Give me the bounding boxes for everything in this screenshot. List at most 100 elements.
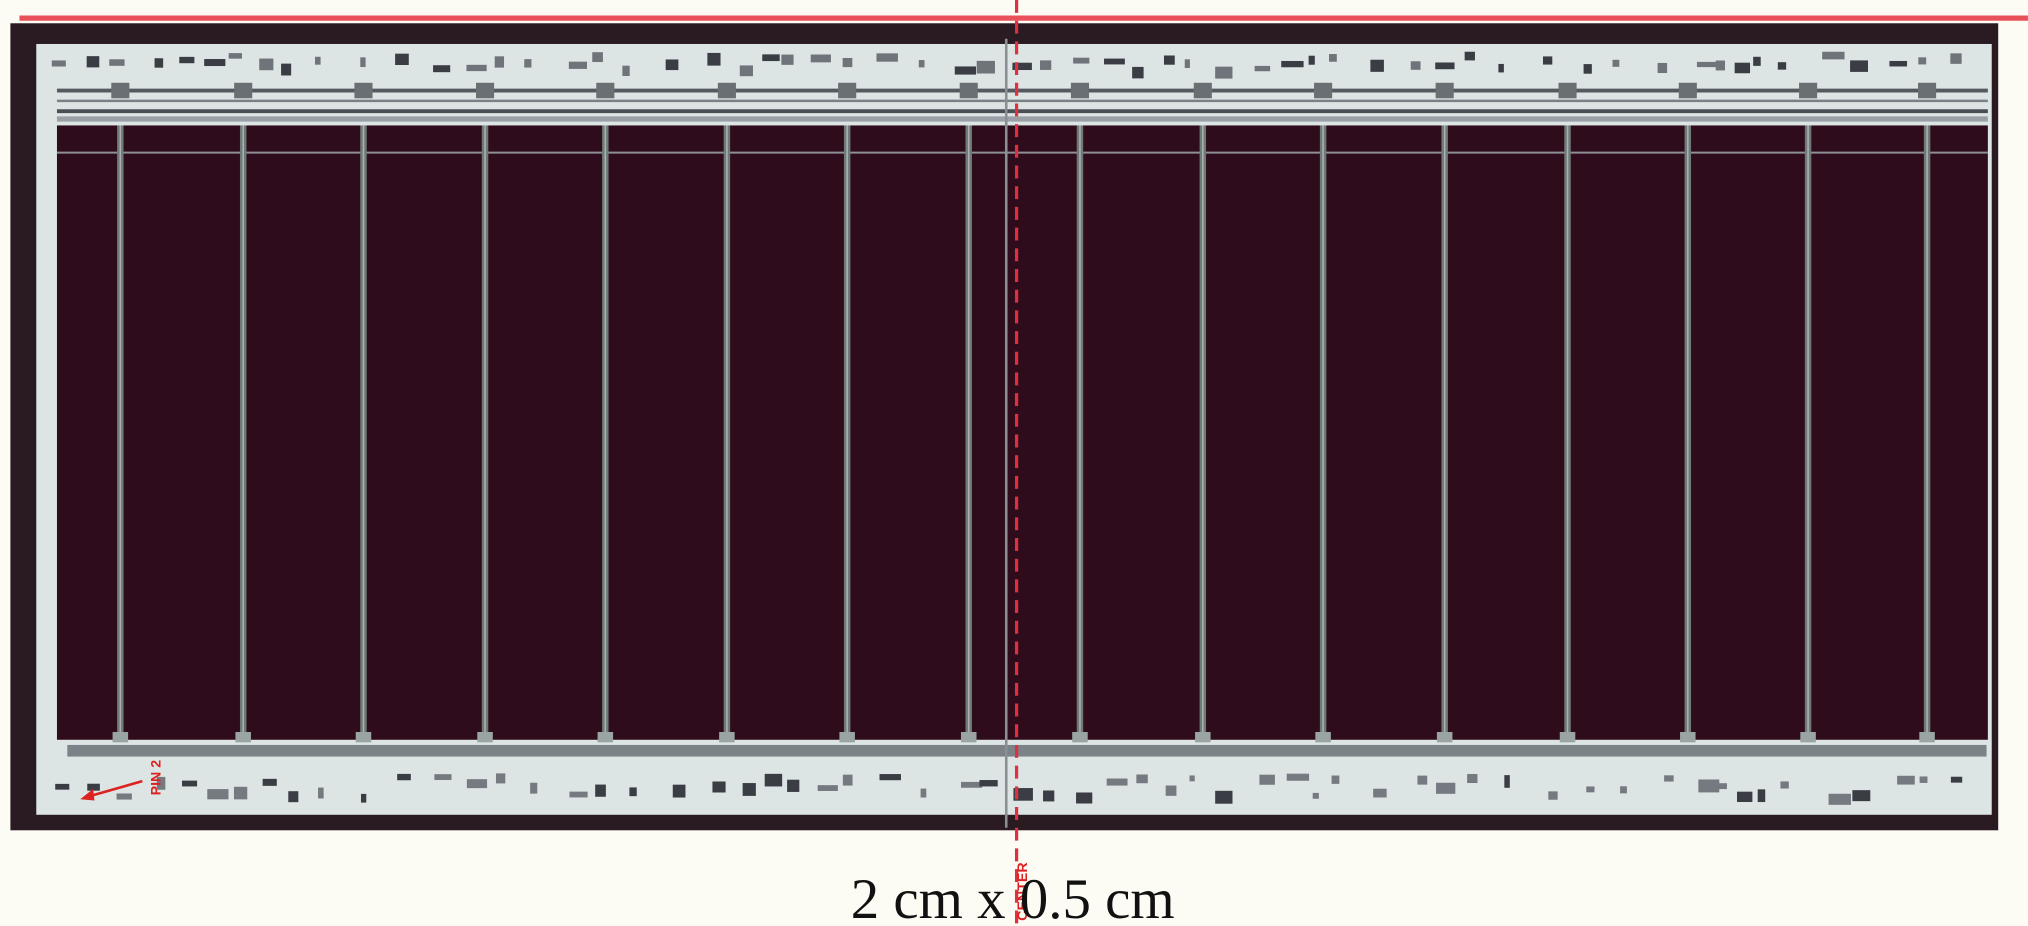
circuitry (51, 51, 1988, 805)
component (494, 56, 505, 68)
component (879, 774, 901, 781)
component (1852, 790, 1871, 802)
column-foot (1315, 732, 1331, 743)
component (1281, 60, 1304, 68)
component (314, 56, 321, 65)
component (787, 779, 800, 792)
component (817, 785, 838, 791)
component (1215, 790, 1233, 804)
caption: 2 cm x 0.5 cm (851, 868, 1175, 926)
component (1780, 781, 1789, 789)
component (1504, 775, 1510, 788)
component (228, 53, 242, 59)
component (1777, 62, 1787, 70)
column-foot (1559, 732, 1576, 743)
column-pad (1070, 82, 1090, 99)
component (530, 782, 538, 794)
column-foot (1800, 732, 1816, 743)
component (1498, 63, 1504, 73)
column-pad (1678, 82, 1697, 99)
component (1828, 793, 1851, 805)
component (1583, 64, 1592, 74)
component (1737, 791, 1753, 803)
component (1715, 60, 1725, 71)
component (1329, 54, 1337, 62)
component (281, 63, 292, 76)
component (1696, 61, 1718, 68)
column-foot (235, 732, 251, 743)
pin-arrowhead (80, 788, 95, 801)
component (1950, 776, 1963, 783)
component (318, 787, 324, 799)
component (1542, 56, 1553, 65)
component (1254, 65, 1271, 72)
component (876, 53, 898, 62)
component (1586, 786, 1595, 793)
component (204, 59, 226, 67)
component (622, 65, 630, 76)
component (810, 54, 831, 63)
component (1435, 62, 1455, 70)
bottom-bus (67, 744, 1987, 757)
component (1919, 776, 1928, 783)
column-pad (111, 82, 130, 99)
component (1373, 788, 1387, 798)
component (1918, 57, 1927, 65)
component (739, 65, 753, 77)
column-foot (1436, 732, 1453, 743)
center-label: CENTER (1015, 862, 1031, 920)
component (961, 781, 983, 788)
component (781, 54, 794, 65)
component (1012, 62, 1032, 71)
component (1664, 775, 1674, 782)
component (1076, 792, 1093, 804)
column-pad (1799, 82, 1818, 99)
column-foot (112, 732, 129, 743)
component (1215, 66, 1233, 79)
component (233, 786, 248, 800)
component (568, 61, 588, 69)
component (524, 59, 532, 68)
column-pad (1558, 82, 1577, 99)
component (665, 59, 679, 71)
column-pad (1918, 82, 1937, 99)
component (976, 60, 995, 74)
component (1410, 61, 1421, 70)
component (1850, 60, 1869, 72)
component (1612, 59, 1620, 67)
component (707, 52, 721, 66)
component (629, 787, 637, 797)
component (672, 784, 686, 798)
component (1467, 773, 1478, 784)
component (1753, 56, 1761, 66)
component (569, 791, 588, 798)
component (1013, 788, 1033, 801)
column-pad (1435, 82, 1454, 99)
component (1757, 789, 1766, 803)
component (55, 783, 70, 790)
column-pad (838, 82, 857, 99)
component (762, 54, 780, 62)
component (742, 783, 756, 796)
component (87, 783, 100, 791)
column-foot (1072, 732, 1088, 743)
component (918, 60, 925, 68)
component (182, 780, 198, 787)
component (1106, 778, 1128, 786)
component (259, 58, 274, 71)
component (109, 59, 125, 66)
component (1370, 59, 1384, 72)
column-pad (959, 82, 978, 99)
component (1259, 774, 1275, 785)
column-foot (597, 732, 614, 743)
component (86, 56, 100, 68)
sensor-area (56, 125, 1988, 740)
component (1165, 785, 1177, 796)
component (1189, 775, 1195, 782)
column-foot (960, 732, 977, 743)
component (1184, 59, 1190, 69)
column-pad (717, 82, 736, 99)
component (360, 793, 367, 803)
column-foot (355, 732, 372, 743)
